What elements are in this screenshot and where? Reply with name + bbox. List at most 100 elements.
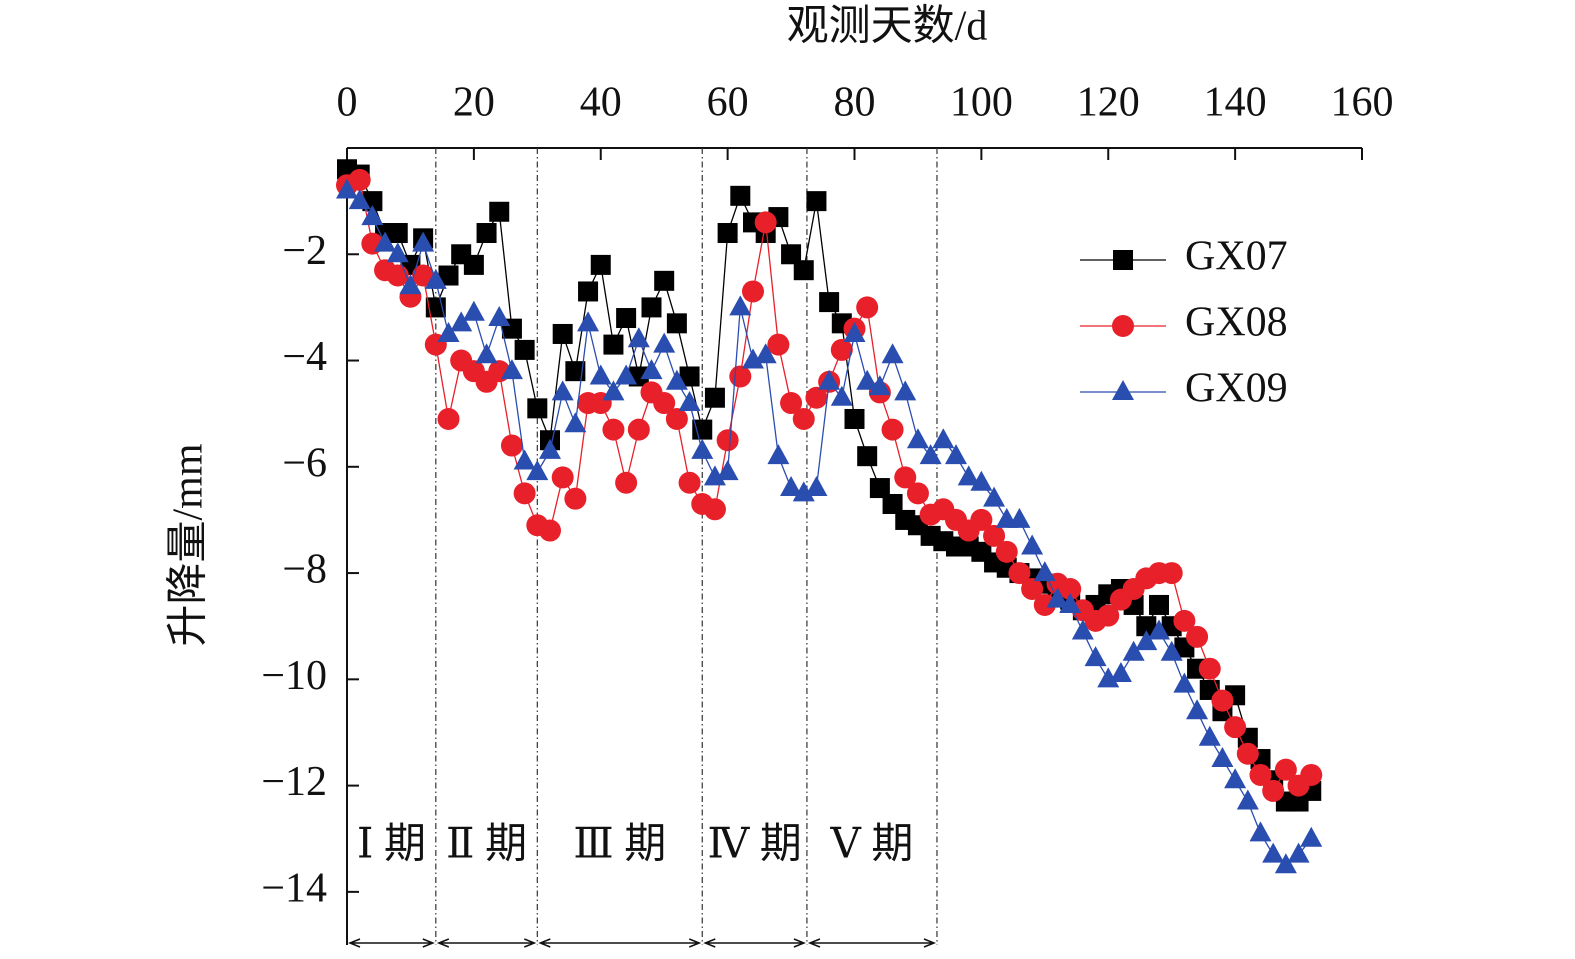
marker-square [679,366,700,387]
x-tick-label: 140 [1204,80,1267,126]
marker-triangle [640,359,663,380]
marker-triangle [374,231,397,252]
x-tick-label: 120 [1077,80,1140,126]
marker-circle [1186,625,1209,648]
series-line [346,168,1312,803]
marker-square [565,361,586,382]
y-tick-label: −4 [282,334,327,380]
marker-circle [1211,689,1234,712]
marker-triangle [665,369,688,390]
marker-square [603,334,624,355]
marker-triangle [475,343,498,364]
marker-circle [1173,609,1196,632]
marker-triangle [1300,826,1323,847]
marker-circle [551,466,574,489]
marker-triangle [742,348,764,369]
marker-circle [412,264,435,287]
marker-circle [805,386,828,409]
marker-triangle [703,465,726,486]
x-tick-label: 160 [1331,80,1394,126]
marker-triangle [1160,640,1183,661]
marker-circle [983,524,1006,547]
marker-square [730,185,751,206]
marker-triangle [1112,380,1134,400]
marker-circle [729,365,752,388]
marker-circle [894,466,917,489]
marker-circle [881,418,904,441]
marker-triangle [488,306,511,327]
marker-circle [1008,562,1031,585]
period-label: Ⅲ 期 [573,822,666,868]
marker-square [590,254,611,275]
marker-triangle [1135,630,1158,651]
marker-circle [792,407,815,430]
marker-triangle [919,444,942,465]
marker-square [438,265,459,286]
marker-circle [754,211,777,234]
marker-triangle [894,380,917,401]
marker-square [806,191,827,212]
marker-triangle [1008,507,1031,528]
marker-triangle [500,359,523,380]
y-axis-title: 升降量/mm [166,443,212,646]
x-tick-label: 100 [950,80,1013,126]
marker-triangle [1046,587,1069,608]
marker-triangle [754,343,777,364]
marker-square [463,254,484,275]
marker-triangle [399,274,422,295]
marker-triangle [1033,561,1056,582]
marker-triangle [1059,592,1082,613]
marker-triangle [437,321,460,342]
marker-square [793,260,814,281]
marker-circle [780,392,803,415]
marker-triangle [1211,747,1234,768]
marker-triangle [577,311,600,332]
marker-square [654,270,675,291]
marker-circle [1097,604,1120,627]
marker-triangle [1173,672,1196,693]
marker-square [489,201,510,222]
marker-square [717,223,738,244]
marker-triangle [513,449,536,470]
marker-circle [1160,562,1183,585]
marker-triangle [1224,768,1247,789]
marker-triangle [336,178,358,199]
period-arrow [538,938,702,948]
period-arrow [703,938,806,948]
marker-triangle [1198,725,1221,746]
marker-square [476,223,497,244]
marker-triangle [805,476,828,497]
marker-square [552,323,573,344]
marker-circle [348,168,371,191]
marker-triangle [1249,821,1272,842]
marker-square [387,223,408,244]
y-tick-label: −10 [261,653,327,699]
marker-triangle [1186,699,1209,720]
marker-circle [386,264,409,287]
marker-circle [653,392,676,415]
marker-triangle [957,465,980,486]
marker-square [819,292,840,313]
marker-triangle [678,391,701,412]
marker-triangle [856,369,879,390]
marker-triangle [716,460,739,481]
marker-triangle [653,332,676,353]
marker-triangle [830,385,853,406]
marker-circle [1033,593,1056,616]
marker-circle [1262,779,1285,802]
marker-triangle [551,380,574,401]
marker-circle [564,487,587,510]
series [336,168,1323,802]
marker-triangle [932,428,955,449]
marker-circle [742,280,764,303]
marker-triangle [970,470,993,491]
marker-triangle [526,460,549,481]
legend-label: GX08 [1185,300,1288,346]
marker-triangle [906,428,929,449]
x-tick-label: 80 [834,80,876,126]
period-label: Ⅱ 期 [446,822,527,868]
marker-square [704,387,725,408]
marker-triangle [1097,667,1120,688]
marker-triangle [1021,534,1044,555]
